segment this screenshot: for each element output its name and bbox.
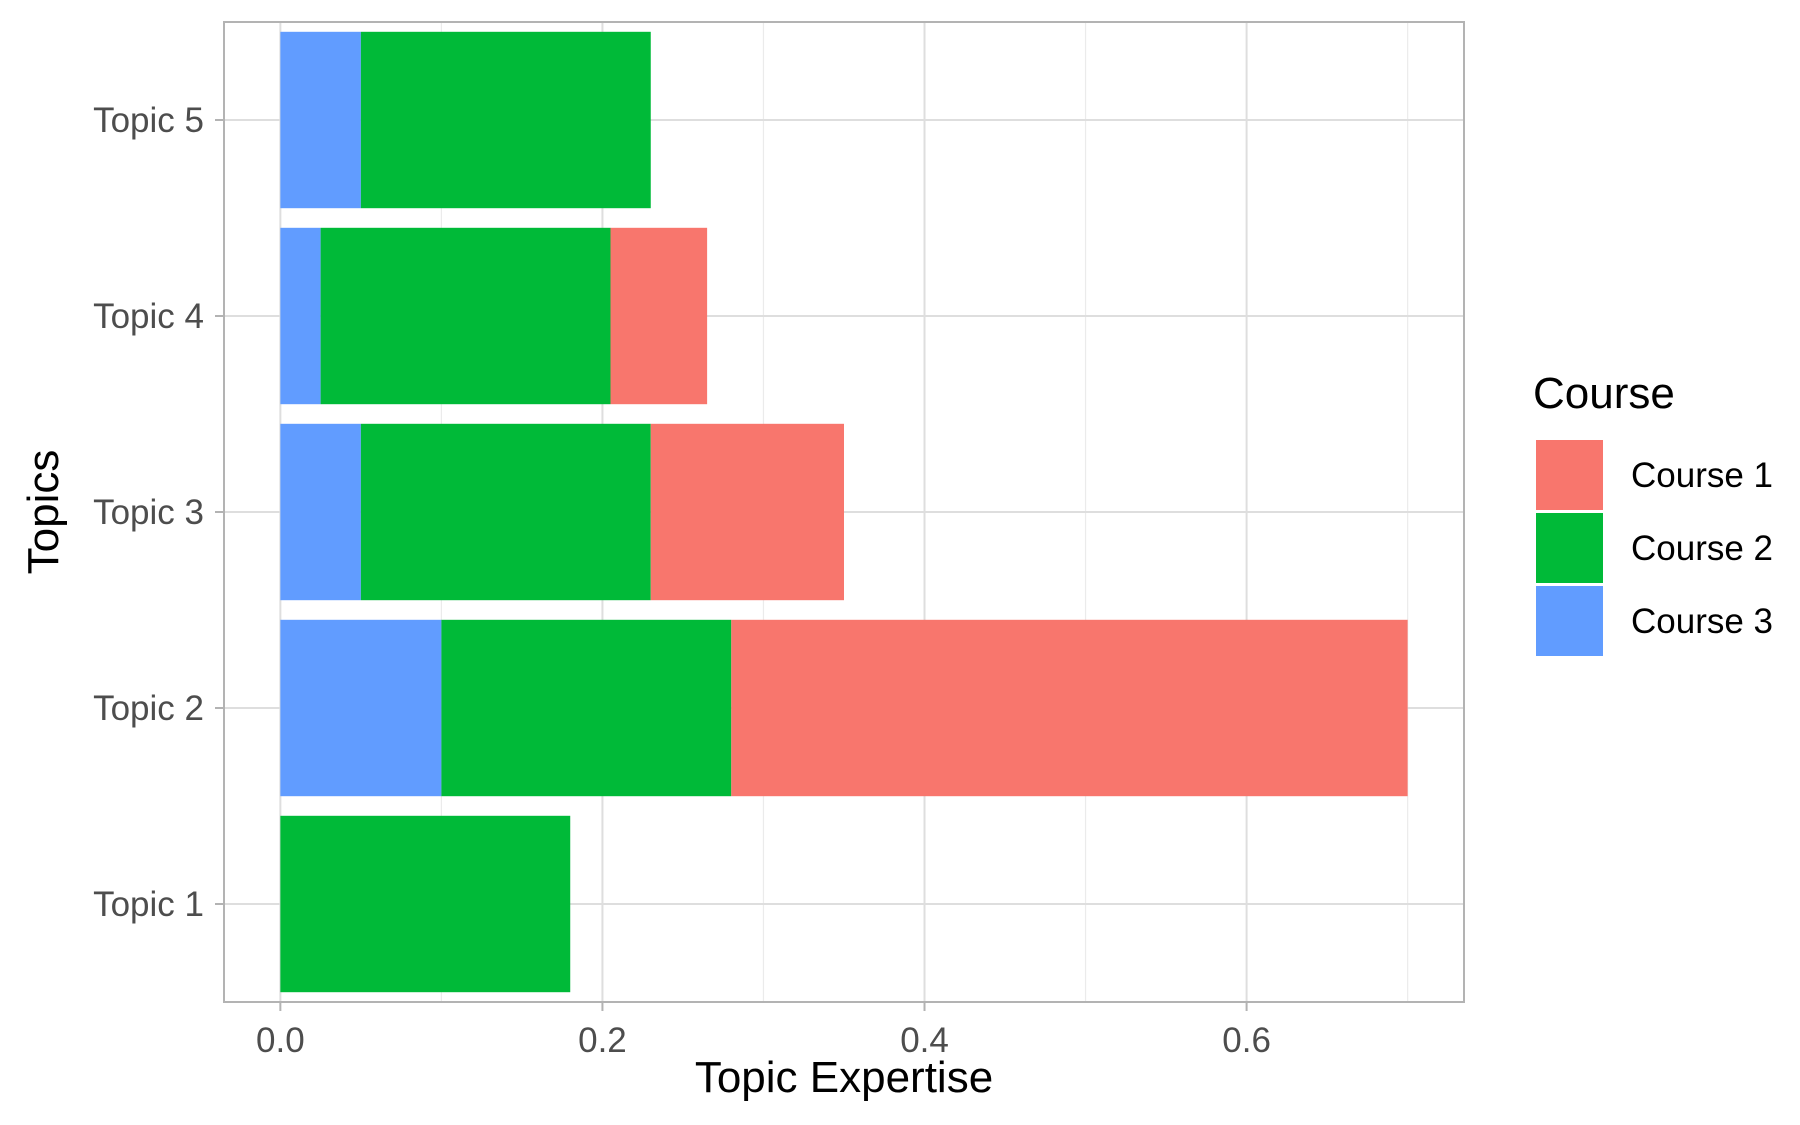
y-tick-label: Topic 3 bbox=[93, 493, 204, 532]
bar-topic-4-course-2 bbox=[320, 227, 611, 405]
x-tick-label: 0.6 bbox=[1222, 1021, 1271, 1060]
bars bbox=[280, 31, 1408, 993]
legend-label: Course 1 bbox=[1631, 456, 1773, 495]
x-tick-label: 0.2 bbox=[578, 1021, 627, 1060]
legend-key-course-2 bbox=[1536, 513, 1603, 583]
bar-topic-1-course-2 bbox=[280, 815, 571, 993]
bar-topic-4-course-3 bbox=[280, 227, 321, 405]
bar-topic-5-course-2 bbox=[360, 31, 651, 209]
y-tick-label: Topic 2 bbox=[93, 689, 204, 728]
x-axis-title: Topic Expertise bbox=[695, 1053, 993, 1102]
legend-title: Course bbox=[1533, 369, 1675, 418]
y-tick-label: Topic 1 bbox=[93, 885, 204, 924]
bar-topic-2-course-1 bbox=[731, 619, 1408, 797]
legend: Course Course 1 Course 2 Course 3 bbox=[1533, 369, 1773, 656]
y-tick-label: Topic 5 bbox=[93, 101, 204, 140]
bar-topic-4-course-1 bbox=[610, 227, 708, 405]
bar-topic-5-course-3 bbox=[280, 31, 361, 209]
axis-ticks: 0.0 0.2 0.4 0.6 Topic 1 Topic 2 Topic 3 Topic 4… bbox=[93, 101, 1271, 1060]
legend-label: Course 2 bbox=[1631, 529, 1773, 568]
bar-topic-3-course-1 bbox=[650, 423, 844, 601]
bar-topic-3-course-2 bbox=[360, 423, 651, 601]
bar-topic-2-course-3 bbox=[280, 619, 442, 797]
y-tick-label: Topic 4 bbox=[93, 297, 204, 336]
x-tick-label: 0.0 bbox=[256, 1021, 305, 1060]
legend-key-course-3 bbox=[1536, 586, 1603, 656]
x-tick-label: 0.4 bbox=[900, 1021, 949, 1060]
bar-topic-2-course-2 bbox=[441, 619, 732, 797]
bar-topic-3-course-3 bbox=[280, 423, 361, 601]
y-axis-title: Topics bbox=[19, 450, 68, 575]
legend-label: Course 3 bbox=[1631, 602, 1773, 641]
legend-key-course-1 bbox=[1536, 440, 1603, 510]
